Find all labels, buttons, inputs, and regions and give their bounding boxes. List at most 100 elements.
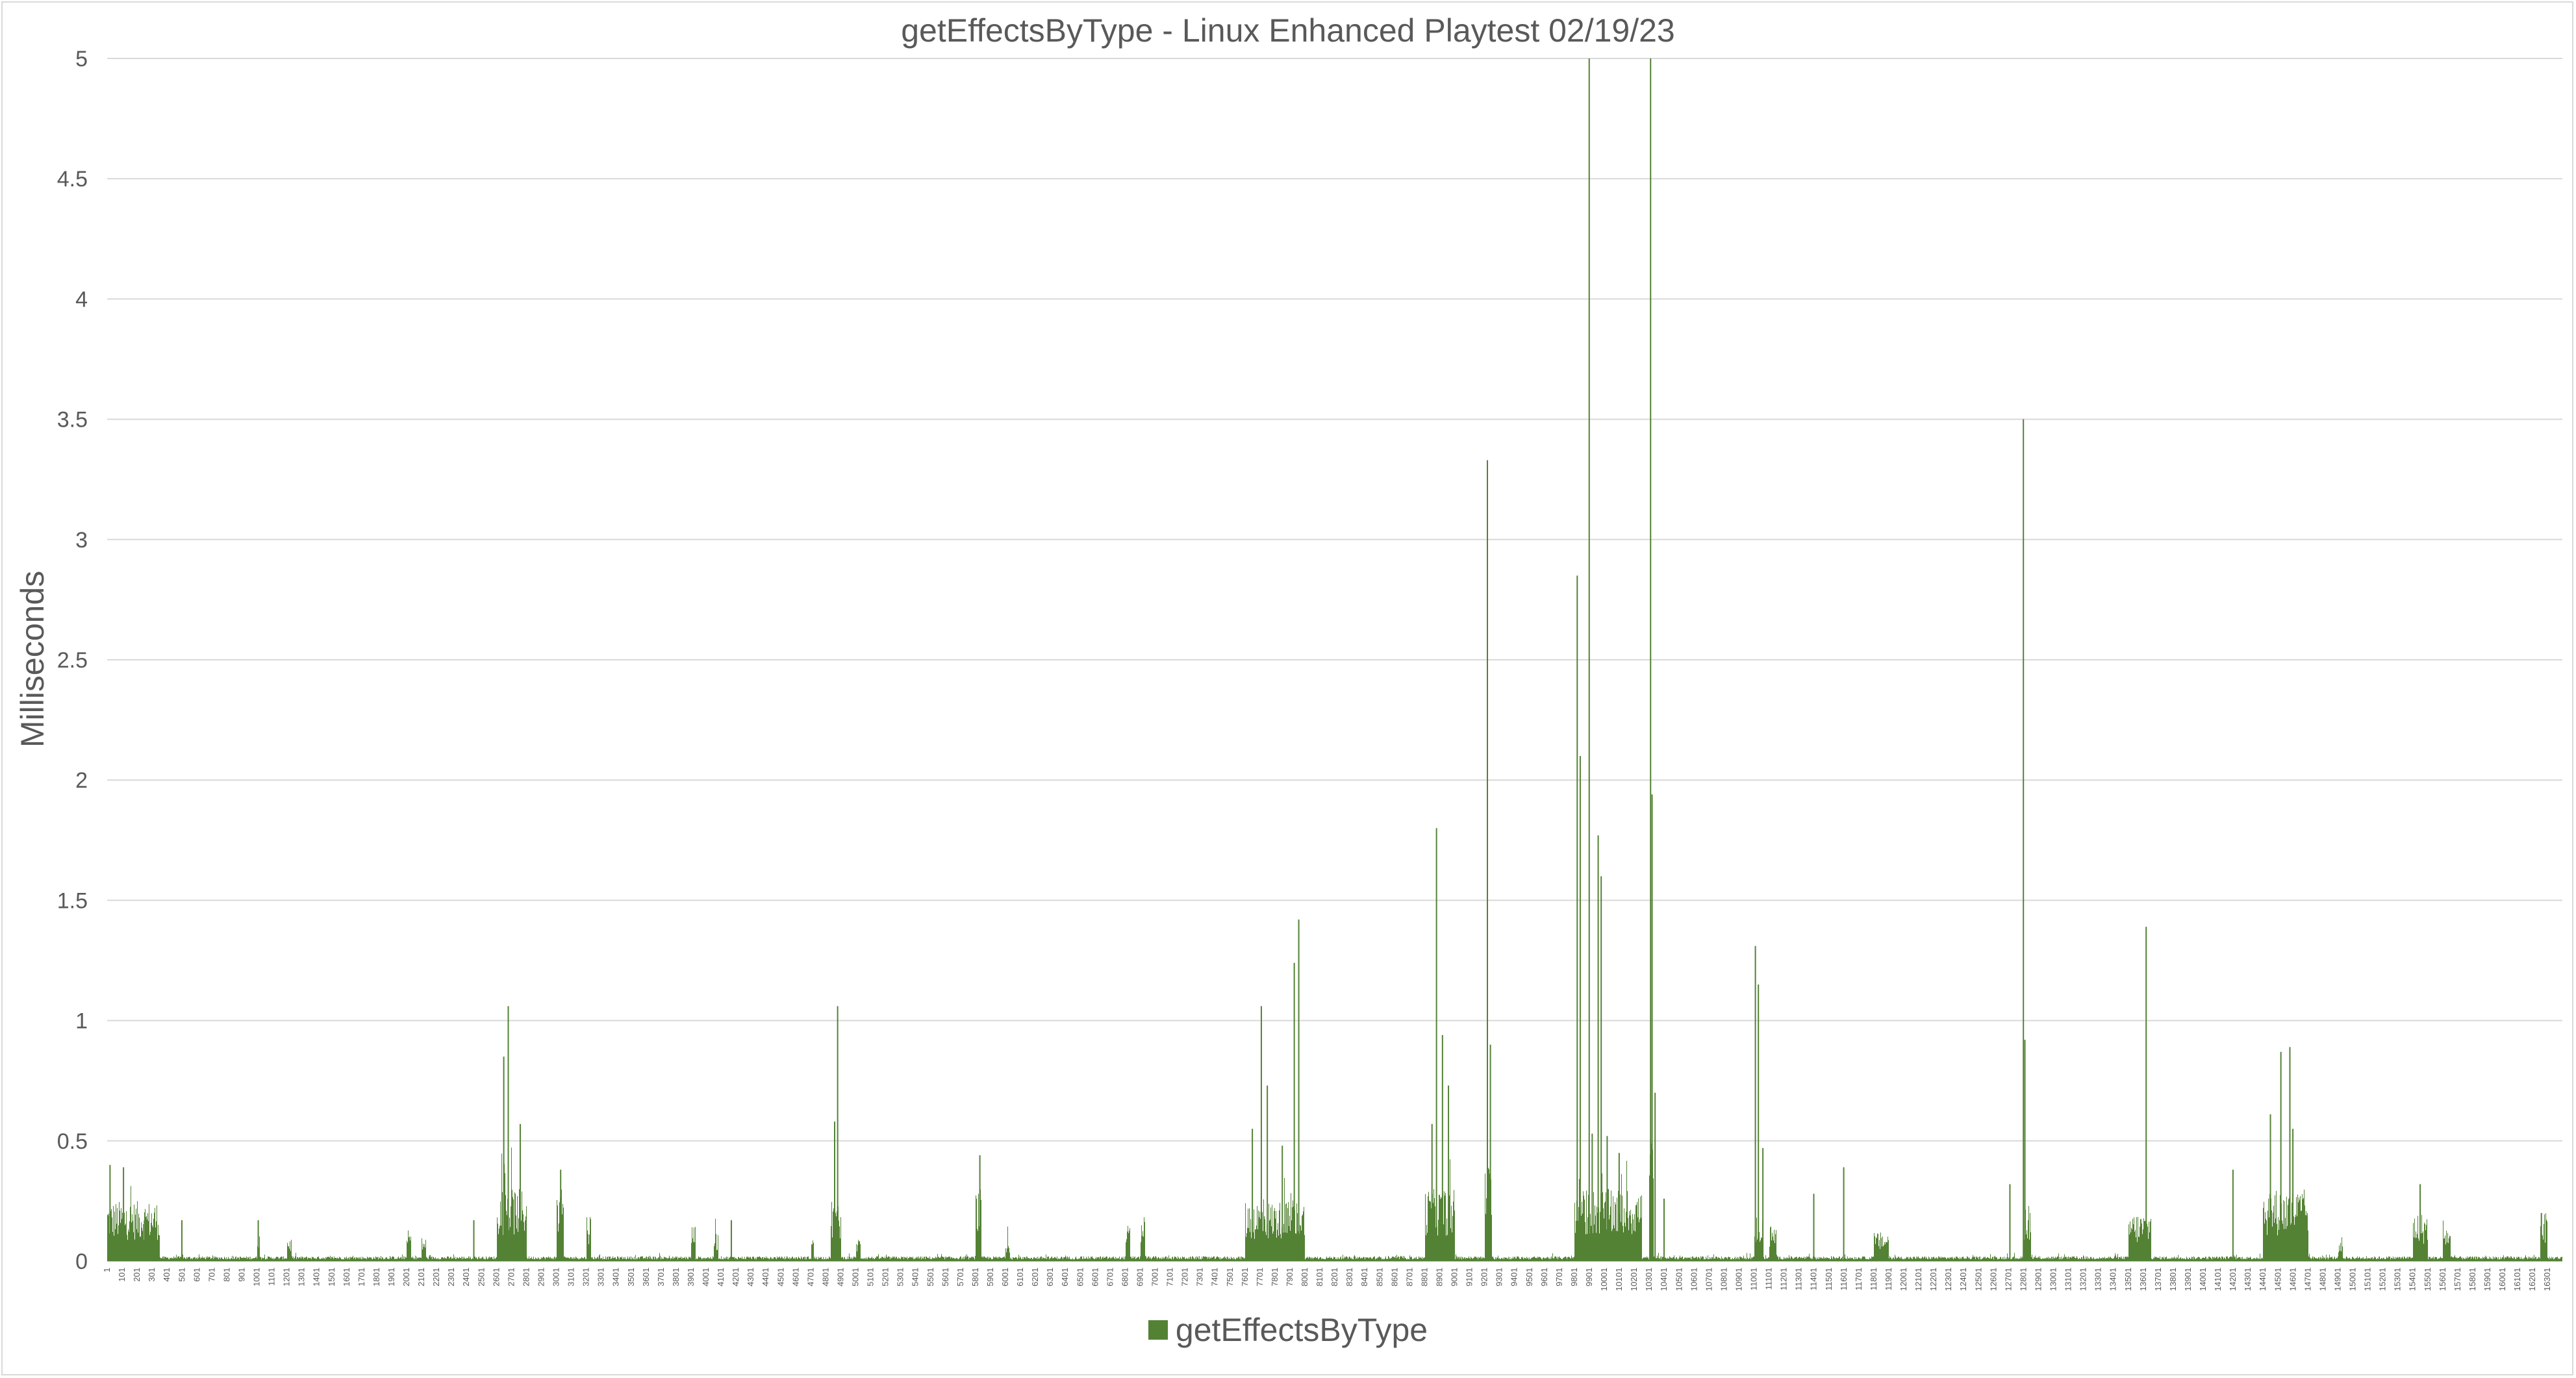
x-tick-label: 7101 — [1165, 1268, 1175, 1286]
x-tick-label: 13401 — [2108, 1268, 2118, 1291]
x-tick-label: 2101 — [416, 1268, 426, 1286]
x-tick-label: 5601 — [941, 1268, 950, 1286]
x-tick-label: 4701 — [805, 1268, 815, 1286]
x-tick-label: 3001 — [551, 1268, 561, 1286]
x-tick-label: 7801 — [1270, 1268, 1280, 1286]
x-tick-label: 7701 — [1255, 1268, 1265, 1286]
x-tick-label: 1801 — [372, 1268, 381, 1286]
x-tick-label: 12701 — [2003, 1268, 2013, 1291]
x-tick-label: 15701 — [2453, 1268, 2462, 1291]
x-tick-label: 5001 — [851, 1268, 861, 1286]
legend-label: getEffectsByType — [1175, 1311, 1428, 1348]
x-tick-label: 2901 — [536, 1268, 546, 1286]
x-tick-label: 14701 — [2303, 1268, 2312, 1291]
y-tick-label: 2.5 — [57, 648, 88, 673]
x-tick-label: 10701 — [1704, 1268, 1713, 1291]
y-tick-label: 4 — [75, 287, 88, 312]
x-tick-label: 601 — [192, 1268, 201, 1282]
gridlines — [107, 58, 2562, 1262]
x-tick-label: 9101 — [1465, 1268, 1474, 1286]
x-tick-label: 2701 — [506, 1268, 516, 1286]
x-tick-label: 12901 — [2033, 1268, 2043, 1291]
x-tick-label: 13301 — [2093, 1268, 2103, 1291]
y-tick-label: 2 — [75, 768, 88, 793]
x-tick-label: 10501 — [1674, 1268, 1684, 1291]
x-tick-label: 3901 — [686, 1268, 696, 1286]
x-tick-label: 1601 — [342, 1268, 351, 1286]
x-tick-label: 11201 — [1779, 1268, 1789, 1290]
x-tick-label: 15501 — [2423, 1268, 2432, 1291]
x-tick-label: 9401 — [1509, 1268, 1519, 1286]
y-tick-label: 1.5 — [57, 888, 88, 913]
x-tick-label: 14401 — [2258, 1268, 2267, 1291]
x-tick-label: 7401 — [1210, 1268, 1220, 1286]
x-tick-label: 3801 — [671, 1268, 681, 1286]
x-tick-label: 10201 — [1629, 1268, 1639, 1291]
y-tick-label: 5 — [75, 47, 88, 71]
x-tick-label: 14201 — [2228, 1268, 2238, 1291]
x-tick-label: 3401 — [611, 1268, 621, 1286]
x-tick-label: 5201 — [881, 1268, 890, 1286]
x-tick-label: 10301 — [1644, 1268, 1654, 1291]
x-tick-label: 901 — [236, 1268, 246, 1282]
x-tick-label: 301 — [147, 1268, 157, 1282]
x-tick-label: 11801 — [1869, 1268, 1878, 1290]
x-tick-label: 10401 — [1659, 1268, 1669, 1291]
x-tick-label: 2301 — [446, 1268, 456, 1286]
x-tick-label: 10601 — [1689, 1268, 1698, 1291]
x-tick-label: 8501 — [1374, 1268, 1384, 1286]
x-tick-label: 3201 — [581, 1268, 591, 1286]
x-tick-label: 16101 — [2512, 1268, 2522, 1291]
x-tick-label: 14301 — [2243, 1268, 2253, 1291]
y-tick-label: 3 — [75, 528, 88, 553]
x-tick-label: 2001 — [401, 1268, 411, 1286]
x-tick-label: 1901 — [386, 1268, 396, 1286]
x-tick-label: 1201 — [282, 1268, 292, 1286]
x-tick-label: 5801 — [970, 1268, 980, 1286]
x-tick-label: 16001 — [2497, 1268, 2507, 1291]
x-tick-label: 15801 — [2468, 1268, 2477, 1291]
x-tick-label: 15101 — [2363, 1268, 2373, 1291]
x-tick-label: 11001 — [1749, 1268, 1759, 1290]
x-tick-label: 1501 — [327, 1268, 336, 1286]
x-tick-label: 1 — [102, 1268, 112, 1272]
y-tick-label: 0 — [75, 1249, 88, 1274]
x-tick-label: 6701 — [1105, 1268, 1115, 1286]
x-tick-label: 14101 — [2213, 1268, 2223, 1291]
x-tick-label: 12501 — [1973, 1268, 1983, 1291]
x-tick-label: 1301 — [297, 1268, 307, 1286]
x-tick-label: 13001 — [2049, 1268, 2058, 1291]
x-tick-label: 6401 — [1060, 1268, 1070, 1286]
x-tick-label: 13801 — [2168, 1268, 2178, 1291]
x-tick-label: 6501 — [1075, 1268, 1085, 1286]
x-tick-label: 8401 — [1359, 1268, 1369, 1286]
x-tick-label: 9901 — [1584, 1268, 1594, 1286]
x-tick-label: 7201 — [1180, 1268, 1190, 1286]
x-tick-label: 15201 — [2378, 1268, 2388, 1291]
x-tick-label: 8701 — [1404, 1268, 1414, 1286]
x-tick-label: 9801 — [1569, 1268, 1579, 1286]
x-tick-label: 4401 — [761, 1268, 770, 1286]
x-tick-label: 8601 — [1389, 1268, 1399, 1286]
x-tick-label: 8301 — [1345, 1268, 1354, 1286]
x-tick-label: 13701 — [2153, 1268, 2163, 1291]
x-tick-label: 2201 — [431, 1268, 441, 1286]
x-tick-label: 12201 — [1928, 1268, 1938, 1291]
x-tick-label: 1701 — [357, 1268, 366, 1286]
x-tick-label: 10001 — [1599, 1268, 1609, 1291]
x-tick-label: 6801 — [1120, 1268, 1130, 1286]
x-tick-label: 10901 — [1734, 1268, 1743, 1291]
x-tick-label: 9701 — [1554, 1268, 1564, 1286]
x-tick-label: 15601 — [2438, 1268, 2447, 1291]
x-tick-label: 12801 — [2018, 1268, 2028, 1291]
x-tick-label: 15301 — [2393, 1268, 2403, 1291]
x-tick-label: 13901 — [2183, 1268, 2193, 1291]
x-tick-label: 14901 — [2332, 1268, 2342, 1291]
x-tick-label: 11401 — [1809, 1268, 1819, 1290]
x-tick-label: 5701 — [955, 1268, 965, 1286]
x-tick-label: 2801 — [521, 1268, 531, 1286]
x-tick-label: 4201 — [731, 1268, 740, 1286]
chart-title: getEffectsByType - Linux Enhanced Playte… — [901, 12, 1675, 49]
x-tick-label: 5101 — [866, 1268, 876, 1286]
